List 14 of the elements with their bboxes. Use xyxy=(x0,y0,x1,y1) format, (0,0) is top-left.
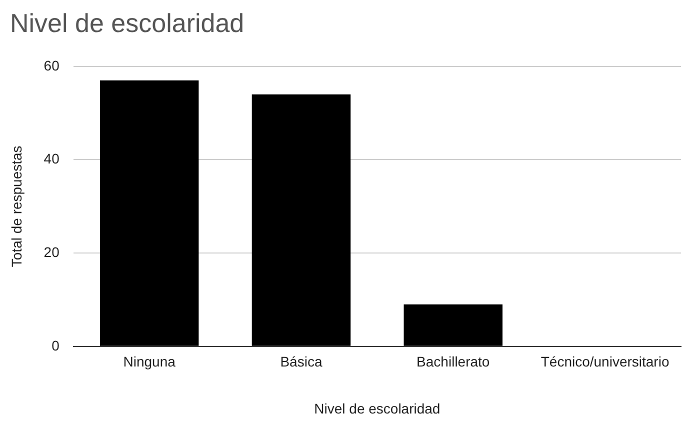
bar xyxy=(252,94,351,346)
y-axis-title: Total de respuestas xyxy=(8,146,24,268)
y-tick-label: 0 xyxy=(52,337,60,354)
x-tick-label: Técnico/universitario xyxy=(540,354,670,370)
bar xyxy=(100,80,199,346)
y-tick-label: 20 xyxy=(44,244,60,260)
chart-title: Nivel de escolaridad xyxy=(10,8,244,39)
x-tick-label: Bachillerato xyxy=(416,354,490,370)
x-axis-title: Nivel de escolaridad xyxy=(314,400,440,416)
x-tick-label: Ninguna xyxy=(123,354,176,370)
x-tick-label: Básica xyxy=(280,354,322,370)
bar xyxy=(404,304,503,346)
y-tick-label: 40 xyxy=(44,150,60,167)
y-tick-label: 60 xyxy=(44,57,60,74)
